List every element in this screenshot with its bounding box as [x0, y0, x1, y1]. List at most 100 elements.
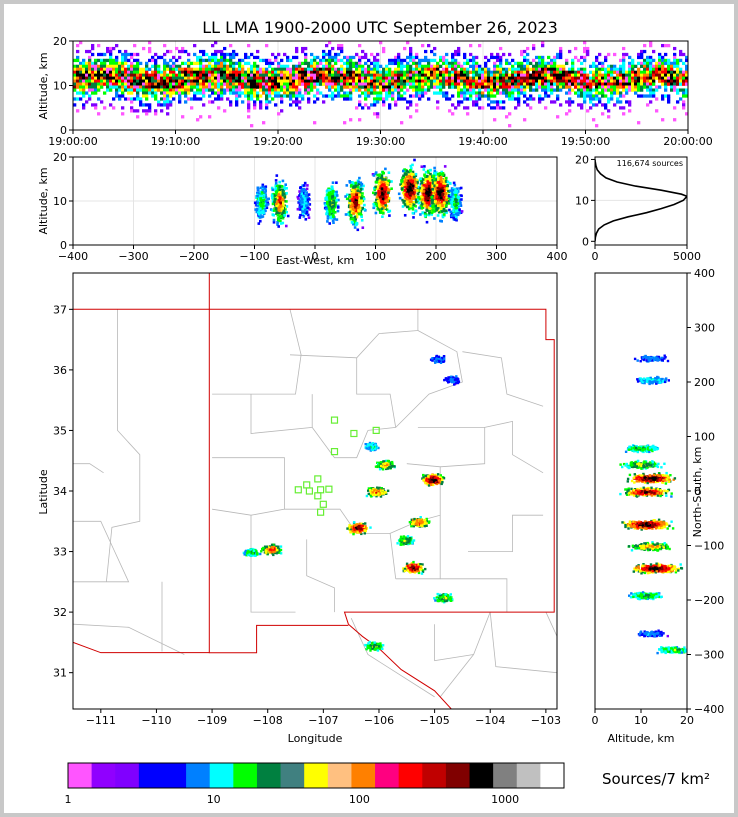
source-cell: [385, 82, 389, 86]
source-cell: [337, 70, 341, 74]
source-cell: [187, 58, 191, 63]
source-cell: [460, 79, 464, 83]
source-cell: [76, 73, 80, 77]
source-cell: [300, 192, 304, 195]
source-cell: [580, 82, 584, 86]
source-cell: [79, 82, 83, 86]
source-cell: [484, 61, 488, 66]
source-cell: [454, 79, 458, 83]
source-cell: [238, 91, 242, 95]
source-cell: [421, 85, 425, 89]
source-cell: [277, 225, 280, 228]
source-cell: [223, 67, 227, 71]
source-cell: [382, 49, 386, 54]
source-cell: [163, 73, 167, 77]
source-cell: [463, 106, 467, 110]
source-cell: [496, 70, 500, 74]
source-cell: [598, 82, 602, 86]
source-cell: [283, 194, 287, 197]
source-cell: [637, 88, 641, 92]
source-cell: [640, 82, 644, 86]
source-cell: [142, 73, 146, 77]
source-cell: [580, 73, 584, 77]
source-cell: [625, 85, 629, 89]
source-cell: [460, 73, 464, 77]
source-cell: [667, 64, 671, 68]
source-cell: [589, 88, 593, 92]
source-cell: [344, 213, 348, 216]
source-cell: [226, 85, 230, 89]
source-cell: [481, 79, 485, 83]
source-cell: [424, 82, 428, 86]
source-cell: [112, 76, 116, 80]
source-cell: [202, 79, 206, 83]
source-cell: [472, 88, 476, 92]
source-cell: [514, 70, 518, 74]
source-cell: [637, 121, 641, 125]
source-cell: [676, 82, 680, 86]
source-cell: [625, 76, 629, 80]
source-cell: [322, 79, 326, 83]
source-cell: [109, 88, 113, 92]
source-cell: [493, 79, 497, 83]
source-cell: [490, 106, 494, 110]
source-cell: [430, 49, 434, 54]
source-cell: [286, 58, 290, 63]
source-cell: [296, 195, 300, 199]
source-cell: [616, 88, 620, 92]
source-cell: [253, 79, 257, 83]
source-cell: [383, 180, 386, 183]
source-cell: [262, 73, 266, 77]
source-cell: [511, 67, 515, 71]
source-cell: [274, 179, 278, 182]
source-cell: [523, 100, 527, 104]
source-cell: [286, 55, 290, 60]
source-cell: [304, 79, 308, 83]
source-cell: [352, 55, 356, 60]
source-cell: [79, 70, 83, 74]
source-cell: [454, 61, 458, 66]
source-cell: [100, 85, 104, 89]
source-cell: [583, 82, 587, 86]
source-cell: [196, 118, 200, 122]
source-cell: [409, 168, 412, 172]
source-cell: [601, 73, 605, 77]
source-cell: [257, 209, 261, 212]
source-cell: [130, 76, 134, 80]
source-cell: [358, 198, 361, 202]
source-cell: [271, 73, 275, 77]
time-height-x-tick-label: 19:10:00: [151, 135, 200, 148]
source-cell: [133, 64, 137, 68]
source-cell: [385, 208, 389, 211]
source-cell: [403, 168, 406, 171]
source-cell: [232, 88, 236, 92]
source-cell: [616, 70, 620, 74]
source-cell: [265, 43, 269, 48]
source-cell: [448, 85, 452, 89]
source-cell: [115, 43, 119, 48]
source-cell: [226, 76, 230, 80]
source-cell: [358, 79, 362, 83]
source-cell: [673, 70, 677, 74]
source-cell: [414, 198, 418, 201]
source-cell: [348, 195, 351, 198]
source-cell: [646, 94, 650, 98]
source-cell: [364, 55, 368, 60]
source-cell: [235, 94, 239, 98]
source-cell: [193, 91, 197, 95]
source-cell: [442, 61, 446, 66]
source-cell: [313, 73, 317, 77]
source-cell: [520, 88, 524, 92]
source-cell: [130, 109, 134, 113]
source-cell: [373, 85, 377, 89]
source-cell: [387, 210, 390, 213]
source-cell: [646, 55, 650, 60]
source-cell: [553, 82, 557, 86]
source-cell: [264, 185, 268, 188]
source-cell: [562, 82, 566, 86]
source-cell: [109, 79, 113, 83]
source-cell: [325, 43, 329, 48]
source-cell: [277, 52, 281, 57]
source-cell: [253, 64, 257, 68]
source-cell: [343, 82, 347, 86]
